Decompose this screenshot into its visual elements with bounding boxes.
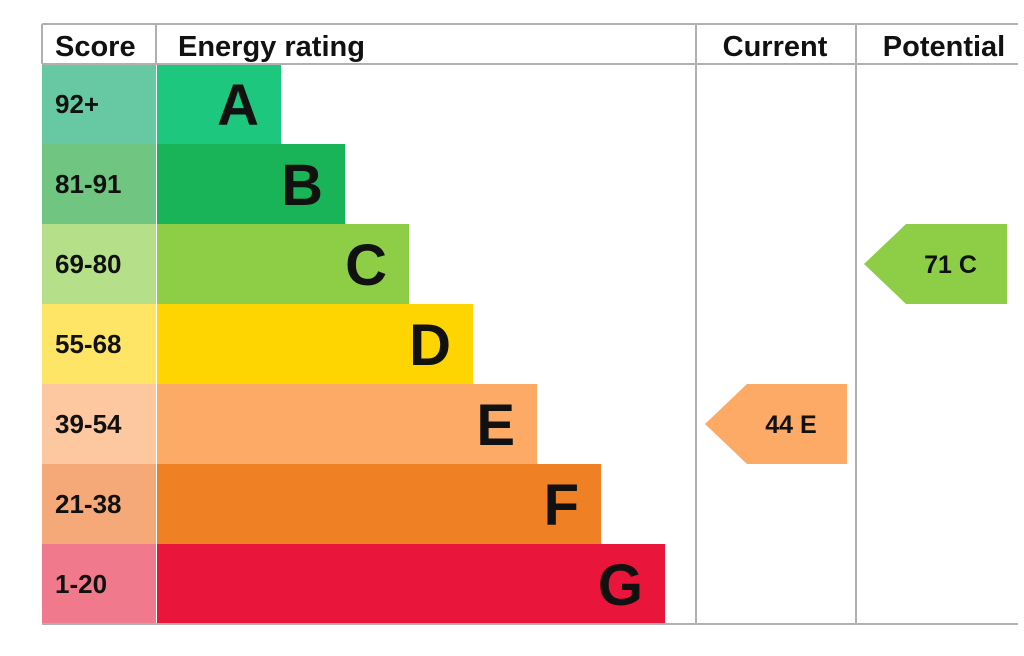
header-row: Score Energy rating Current Potential: [55, 31, 1005, 63]
band-bar-e: [157, 384, 537, 464]
header-potential: Potential: [883, 31, 1005, 63]
header-score: Score: [55, 31, 136, 63]
current-arrow: [705, 384, 847, 464]
band-bar-g: [157, 544, 665, 624]
band-letter-b: B: [281, 153, 323, 218]
score-cell-d: [42, 304, 156, 384]
score-cell-e: [42, 384, 156, 464]
band-bar-a: [157, 64, 281, 144]
grid-lines: [41, 23, 1018, 625]
header-energy-rating: Energy rating: [178, 31, 365, 63]
score-cell-c: [42, 224, 156, 304]
band-letter-a: A: [217, 73, 259, 138]
score-cell-b: [42, 144, 156, 224]
score-range-d: 55-68: [55, 329, 122, 359]
potential-arrow: [864, 224, 1007, 304]
score-range-a: 92+: [55, 89, 99, 119]
band-letter-g: G: [598, 553, 643, 618]
potential-rating-label: 71 C: [924, 251, 977, 279]
band-bar-d: [157, 304, 473, 384]
band-letter-d: D: [409, 313, 451, 378]
score-range-b: 81-91: [55, 169, 122, 199]
band-bar-b: [157, 144, 345, 224]
score-range-g: 1-20: [55, 569, 107, 599]
band-letter-e: E: [476, 393, 515, 458]
score-cell-g: [42, 544, 156, 624]
bands-layer: 92+ A 81-91 B 69-80 C 55-68 D 39-54 E 21-38 F 1-20 G: [42, 64, 665, 624]
band-letter-f: F: [544, 473, 579, 538]
score-cell-a: [42, 64, 156, 144]
score-range-f: 21-38: [55, 489, 122, 519]
score-range-c: 69-80: [55, 249, 122, 279]
current-rating-label: 44 E: [765, 411, 816, 439]
rating-indicators: 44 E 71 C: [705, 224, 1007, 464]
score-cell-f: [42, 464, 156, 544]
band-letter-c: C: [345, 233, 387, 298]
score-range-e: 39-54: [55, 409, 122, 439]
band-bar-f: [157, 464, 601, 544]
header-current: Current: [723, 31, 828, 63]
band-bar-c: [157, 224, 409, 304]
